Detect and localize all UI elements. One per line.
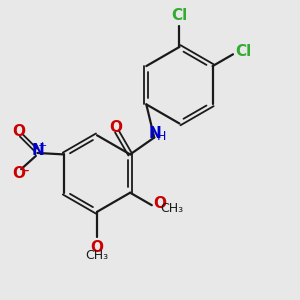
Text: Cl: Cl [171,8,188,22]
Text: O: O [153,196,166,211]
Text: -: - [24,163,29,178]
Text: +: + [38,142,47,152]
Text: N: N [149,127,161,142]
Text: O: O [12,124,25,139]
Text: CH₃: CH₃ [160,202,183,215]
Text: O: O [90,240,103,255]
Text: O: O [12,166,25,181]
Text: H: H [157,130,166,143]
Text: Cl: Cl [235,44,252,59]
Text: O: O [109,120,122,135]
Text: N: N [32,143,44,158]
Text: CH₃: CH₃ [85,249,108,262]
